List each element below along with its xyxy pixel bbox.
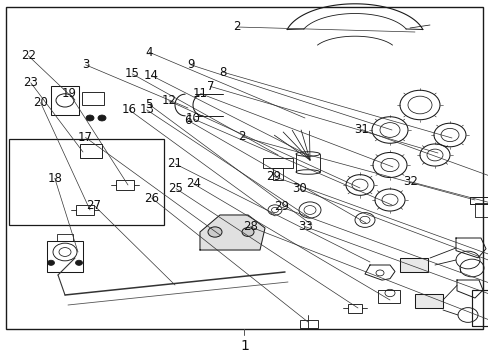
Text: 19: 19 (62, 87, 77, 100)
Text: 7: 7 (206, 80, 214, 93)
Bar (377, 291, 399, 303)
Circle shape (56, 94, 74, 107)
Bar (57, 234, 73, 241)
Circle shape (47, 260, 54, 265)
Circle shape (98, 115, 106, 121)
Text: 12: 12 (161, 94, 176, 107)
Text: 2: 2 (233, 21, 241, 33)
Bar (347, 303, 361, 312)
Bar (82, 93, 104, 105)
Bar (9, 139, 164, 225)
Polygon shape (200, 215, 264, 250)
Text: 29: 29 (266, 170, 281, 183)
Bar (471, 290, 488, 326)
Text: 13: 13 (139, 103, 154, 116)
Text: 1: 1 (240, 339, 248, 353)
Text: 15: 15 (124, 67, 139, 80)
Text: 14: 14 (144, 69, 159, 82)
Text: 8: 8 (218, 66, 226, 78)
Text: 29: 29 (273, 201, 288, 213)
Circle shape (207, 227, 222, 237)
Text: 21: 21 (167, 157, 182, 170)
Bar (474, 203, 488, 217)
Bar (47, 241, 83, 272)
Text: 26: 26 (144, 192, 159, 204)
Text: 9: 9 (186, 58, 194, 71)
Text: 32: 32 (403, 175, 417, 188)
Text: 30: 30 (292, 183, 306, 195)
Text: 31: 31 (354, 123, 368, 136)
Text: 28: 28 (243, 220, 257, 233)
Text: 17: 17 (78, 131, 93, 144)
Bar (272, 168, 283, 180)
Text: 23: 23 (23, 76, 38, 89)
Text: 5: 5 (145, 98, 153, 111)
Text: 4: 4 (145, 46, 153, 59)
Text: 10: 10 (185, 112, 200, 125)
Bar (80, 144, 102, 158)
Text: 2: 2 (238, 130, 245, 143)
Text: 24: 24 (185, 177, 200, 190)
Bar (6, 7, 482, 329)
Text: 20: 20 (33, 96, 48, 109)
Bar (299, 320, 317, 328)
Circle shape (242, 228, 253, 237)
Bar (399, 258, 427, 272)
Text: 25: 25 (168, 182, 183, 195)
Bar (116, 180, 134, 190)
Text: 22: 22 (21, 49, 36, 62)
Bar (414, 294, 442, 308)
Bar (263, 158, 292, 168)
Text: 3: 3 (81, 58, 89, 71)
Bar (76, 205, 94, 215)
Text: 27: 27 (86, 199, 101, 212)
Text: 6: 6 (184, 114, 192, 127)
Circle shape (86, 115, 94, 121)
Circle shape (75, 260, 82, 265)
Text: 11: 11 (193, 87, 207, 100)
Text: 18: 18 (47, 172, 62, 185)
Text: 33: 33 (298, 220, 312, 233)
Bar (51, 86, 79, 115)
Text: 16: 16 (122, 103, 136, 116)
